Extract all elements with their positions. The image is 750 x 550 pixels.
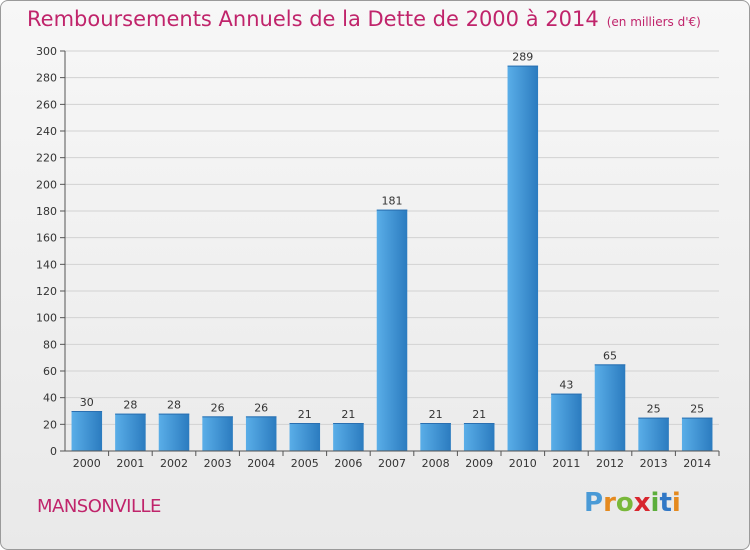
- x-tick-label: 2012: [596, 457, 624, 470]
- x-tick-label: 2001: [116, 457, 144, 470]
- y-tick-label: 220: [36, 152, 57, 165]
- bar: [507, 65, 539, 452]
- bar: [420, 423, 451, 451]
- bar: [202, 416, 233, 451]
- bar: [638, 417, 669, 451]
- bar: [463, 423, 495, 451]
- bar-value-label: 21: [341, 408, 355, 421]
- bar-value-label: 28: [167, 399, 181, 412]
- y-tick-label: 260: [36, 98, 57, 111]
- bar: [158, 413, 190, 451]
- x-tick-label: 2005: [291, 457, 319, 470]
- chart-title-text: Remboursements Annuels de la Dette de 20…: [27, 7, 599, 31]
- bar-value-label: 26: [211, 401, 225, 414]
- bar-value-label: 181: [382, 195, 403, 208]
- x-tick-label: 2010: [509, 457, 537, 470]
- bar-value-label: 289: [512, 51, 533, 64]
- bar-value-label: 25: [647, 403, 661, 416]
- bar: [71, 411, 103, 451]
- y-axis: 0 20 40 60 80 100 120 140 160 180 200 220 240 260 280 3…: [36, 45, 66, 458]
- bar: [376, 209, 408, 451]
- bar: [115, 413, 146, 451]
- bar: [594, 364, 626, 451]
- y-tick-label: 60: [43, 365, 57, 378]
- bar: [245, 416, 277, 451]
- y-tick-label: 180: [36, 205, 57, 218]
- bar-value-label: 21: [298, 408, 312, 421]
- bar-value-label: 30: [80, 396, 94, 409]
- y-tick-label: 40: [43, 392, 57, 405]
- x-tick-label: 2008: [422, 457, 450, 470]
- bars: 30 28 28 26 26 21 21 181 21 21 289 43 65 25 25: [71, 51, 713, 452]
- x-tick-label: 2007: [378, 457, 406, 470]
- y-tick-label: 120: [36, 285, 57, 298]
- x-tick-label: 2014: [683, 457, 711, 470]
- proxiti-logo[interactable]: Proxiti: [584, 488, 681, 518]
- chart-title: Remboursements Annuels de la Dette de 20…: [27, 7, 701, 31]
- bar: [289, 423, 321, 451]
- chart-subtitle: (en milliers d'€): [606, 15, 701, 29]
- y-tick-label: 200: [36, 178, 57, 191]
- y-tick-label: 20: [43, 418, 57, 431]
- x-tick-label: 2006: [334, 457, 362, 470]
- y-tick-label: 160: [36, 232, 57, 245]
- bar-value-label: 43: [559, 379, 573, 392]
- bar: [681, 417, 713, 451]
- y-tick-label: 300: [36, 45, 57, 58]
- bar-value-label: 21: [472, 408, 486, 421]
- y-tick-label: 280: [36, 72, 57, 85]
- x-tick-label: 2003: [204, 457, 232, 470]
- y-tick-label: 100: [36, 312, 57, 325]
- x-tick-label: 2000: [73, 457, 101, 470]
- x-tick-label: 2009: [465, 457, 493, 470]
- bar: [333, 423, 364, 451]
- bar-value-label: 28: [123, 399, 137, 412]
- y-tick-label: 0: [50, 445, 57, 458]
- y-tick-label: 240: [36, 125, 57, 138]
- bar-value-label: 25: [690, 403, 704, 416]
- y-tick-label: 140: [36, 258, 57, 271]
- bar-value-label: 65: [603, 349, 617, 362]
- x-tick-label: 2004: [247, 457, 275, 470]
- bar-value-label: 21: [429, 408, 443, 421]
- y-tick-label: 80: [43, 338, 57, 351]
- x-tick-label: 2013: [640, 457, 668, 470]
- x-tick-label: 2002: [160, 457, 188, 470]
- x-tick-label: 2011: [552, 457, 580, 470]
- x-axis: 2000 2001 2002 2003 2004 2005 2006 2007 2008 2009…: [65, 450, 720, 470]
- bar-value-label: 26: [254, 401, 268, 414]
- city-name: MANSONVILLE: [37, 496, 161, 517]
- bar: [551, 393, 582, 451]
